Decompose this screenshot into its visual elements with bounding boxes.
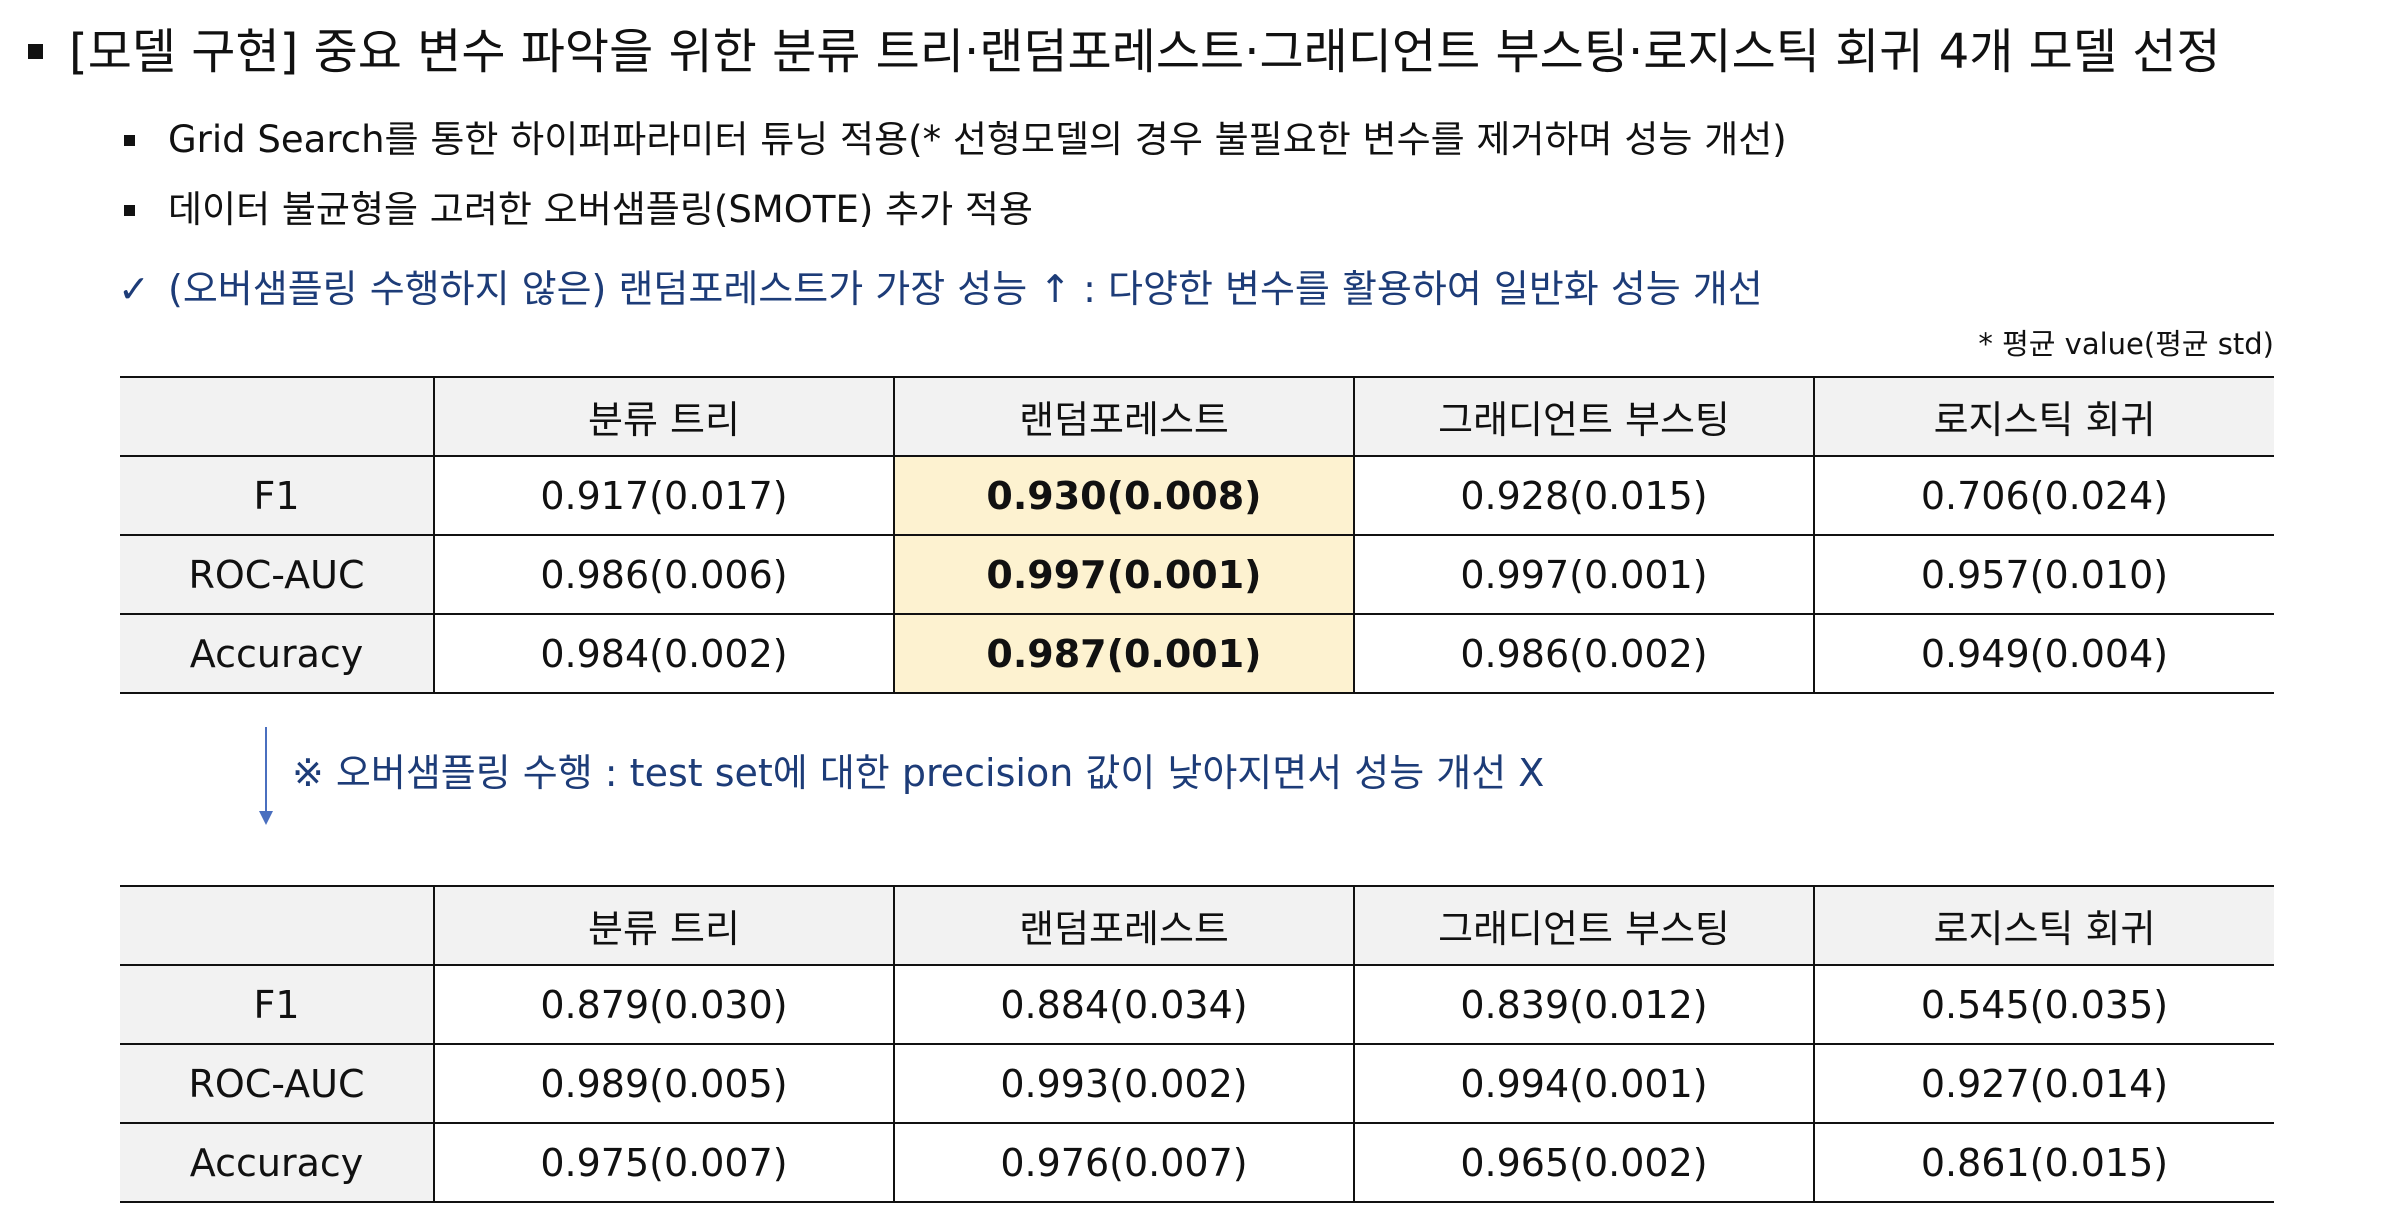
table-cell: 0.997(0.001): [1353, 534, 1814, 615]
table-cell-best: 0.987(0.001): [893, 613, 1354, 694]
table-cell: 0.957(0.010): [1813, 534, 2274, 615]
slide-title: [모델 구현] 중요 변수 파악을 위한 분류 트리·랜덤포레스트·그래디언트 …: [28, 14, 2221, 90]
table-cell: 0.994(0.001): [1353, 1043, 1814, 1124]
table-row: Accuracy 0.984(0.002) 0.987(0.001) 0.986…: [120, 613, 2274, 694]
table-cell: 0.986(0.002): [1353, 613, 1814, 694]
table-row: F1 0.879(0.030) 0.884(0.034) 0.839(0.012…: [120, 964, 2274, 1045]
row-label: Accuracy: [120, 613, 434, 694]
row-label: F1: [120, 455, 434, 536]
table-cell: 0.545(0.035): [1813, 964, 2274, 1045]
table-note: * 평균 value(평균 std): [1978, 327, 2274, 361]
results-table-original: 분류 트리 랜덤포레스트 그래디언트 부스팅 로지스틱 회귀 F1 0.917(…: [120, 376, 2274, 694]
table-cell: 0.917(0.017): [433, 455, 894, 536]
checkmark-icon: ✓: [118, 267, 150, 311]
row-label: ROC-AUC: [120, 534, 434, 615]
table-cell: 0.975(0.007): [433, 1122, 894, 1203]
table-cell: 0.986(0.006): [433, 534, 894, 615]
results-table-oversampled: 분류 트리 랜덤포레스트 그래디언트 부스팅 로지스틱 회귀 F1 0.879(…: [120, 885, 2274, 1203]
table-row: ROC-AUC 0.986(0.006) 0.997(0.001) 0.997(…: [120, 534, 2274, 615]
table-cell: 0.706(0.024): [1813, 455, 2274, 536]
table-cell: 0.861(0.015): [1813, 1122, 2274, 1203]
header-cell-logistic-regression: 로지스틱 회귀: [1813, 885, 2274, 966]
table-cell: 0.984(0.002): [433, 613, 894, 694]
row-label: ROC-AUC: [120, 1043, 434, 1124]
row-label: F1: [120, 964, 434, 1045]
table-cell: 0.993(0.002): [893, 1043, 1354, 1124]
table-row: ROC-AUC 0.989(0.005) 0.993(0.002) 0.994(…: [120, 1043, 2274, 1124]
header-cell-decision-tree: 분류 트리: [433, 376, 894, 457]
square-bullet-icon: [124, 135, 135, 146]
row-label: Accuracy: [120, 1122, 434, 1203]
table-cell: 0.879(0.030): [433, 964, 894, 1045]
slide-title-text: [모델 구현] 중요 변수 파악을 위한 분류 트리·랜덤포레스트·그래디언트 …: [69, 24, 2221, 80]
table-header-row: 분류 트리 랜덤포레스트 그래디언트 부스팅 로지스틱 회귀: [120, 376, 2274, 457]
table-cell-best: 0.930(0.008): [893, 455, 1354, 536]
header-cell-gradient-boosting: 그래디언트 부스팅: [1353, 885, 1814, 966]
header-cell-random-forest: 랜덤포레스트: [893, 376, 1354, 457]
conclusion-line: ✓ (오버샘플링 수행하지 않은) 랜덤포레스트가 가장 성능 ↑ : 다양한 변…: [118, 260, 1763, 318]
down-arrow-icon: [256, 727, 276, 827]
table-row: F1 0.917(0.017) 0.930(0.008) 0.928(0.015…: [120, 455, 2274, 536]
square-bullet-icon: [28, 43, 43, 59]
header-cell-empty: [120, 885, 434, 966]
header-cell-logistic-regression: 로지스틱 회귀: [1813, 376, 2274, 457]
table-cell: 0.928(0.015): [1353, 455, 1814, 536]
conclusion-text: (오버샘플링 수행하지 않은) 랜덤포레스트가 가장 성능 ↑ : 다양한 변수…: [168, 267, 1763, 311]
header-cell-random-forest: 랜덤포레스트: [893, 885, 1354, 966]
table-cell: 0.949(0.004): [1813, 613, 2274, 694]
table-header-row: 분류 트리 랜덤포레스트 그래디언트 부스팅 로지스틱 회귀: [120, 885, 2274, 966]
header-cell-decision-tree: 분류 트리: [433, 885, 894, 966]
table-cell: 0.965(0.002): [1353, 1122, 1814, 1203]
bullet-text: 데이터 불균형을 고려한 오버샘플링(SMOTE) 추가 적용: [168, 188, 1033, 231]
table-cell: 0.989(0.005): [433, 1043, 894, 1124]
table-cell-best: 0.997(0.001): [893, 534, 1354, 615]
table-cell: 0.927(0.014): [1813, 1043, 2274, 1124]
header-cell-empty: [120, 376, 434, 457]
table-cell: 0.884(0.034): [893, 964, 1354, 1045]
bullet-text: Grid Search를 통한 하이퍼파라미터 튜닝 적용(* 선형모델의 경우…: [168, 118, 1787, 161]
oversampling-note: ※ 오버샘플링 수행 : test set에 대한 precision 값이 낮…: [292, 751, 1545, 795]
square-bullet-icon: [124, 205, 135, 216]
table-row: Accuracy 0.975(0.007) 0.976(0.007) 0.965…: [120, 1122, 2274, 1203]
table-cell: 0.976(0.007): [893, 1122, 1354, 1203]
header-cell-gradient-boosting: 그래디언트 부스팅: [1353, 376, 1814, 457]
bullet-item: Grid Search를 통한 하이퍼파라미터 튜닝 적용(* 선형모델의 경우…: [124, 112, 1787, 168]
bullet-item: 데이터 불균형을 고려한 오버샘플링(SMOTE) 추가 적용: [124, 182, 1033, 238]
table-cell: 0.839(0.012): [1353, 964, 1814, 1045]
